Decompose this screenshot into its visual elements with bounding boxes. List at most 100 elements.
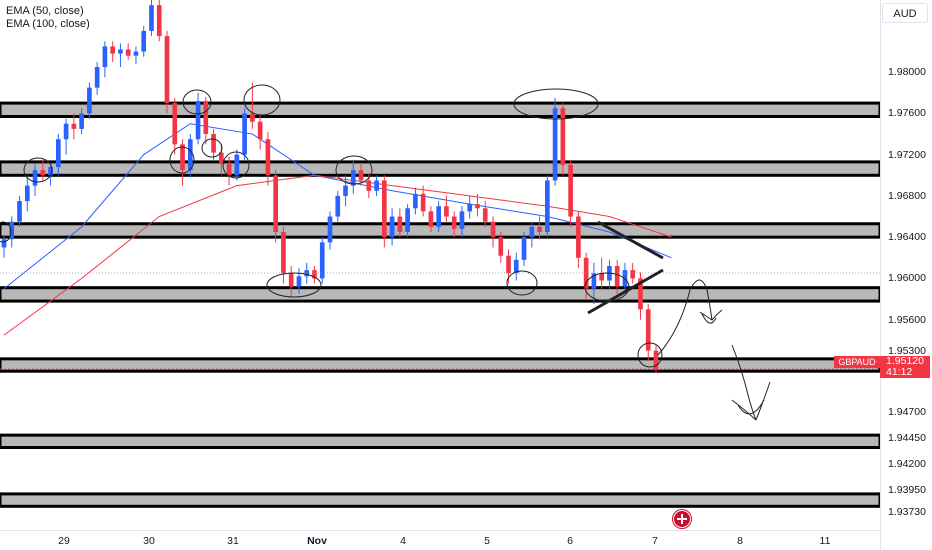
price-tick-label: 1.96000 xyxy=(888,272,926,285)
time-tick-label: 4 xyxy=(400,535,406,547)
candle xyxy=(498,232,504,263)
candle-body xyxy=(583,257,589,289)
candle xyxy=(521,232,527,267)
candle xyxy=(358,162,364,186)
candle-body xyxy=(482,208,488,222)
legend-ema100[interactable]: EMA (100, close) xyxy=(6,18,90,30)
candle xyxy=(343,175,348,207)
candle-body xyxy=(413,193,418,209)
candle-body xyxy=(149,5,154,31)
candle xyxy=(226,156,232,186)
candle xyxy=(187,134,193,178)
time-axis-border xyxy=(0,530,880,531)
candle-body xyxy=(141,30,147,52)
candle xyxy=(529,221,535,248)
time-tick-label: 30 xyxy=(143,535,155,547)
candle-body xyxy=(513,259,519,274)
candle xyxy=(436,201,441,233)
candle xyxy=(180,139,185,186)
candle-body xyxy=(180,144,185,171)
candle-body xyxy=(475,204,480,209)
candle-body xyxy=(638,278,643,310)
zone-band xyxy=(0,101,880,119)
candle xyxy=(560,103,566,176)
candle xyxy=(40,159,46,181)
candle-body xyxy=(560,108,566,165)
currency-button[interactable]: AUD xyxy=(882,3,928,23)
candle xyxy=(102,41,108,78)
candle-body xyxy=(102,46,108,68)
candle xyxy=(420,185,426,217)
candle xyxy=(265,131,271,186)
candle xyxy=(327,211,333,250)
zone-band xyxy=(0,433,880,450)
annotation-circle xyxy=(506,270,538,296)
uk-flag-event-icon[interactable] xyxy=(673,510,691,528)
candle-body xyxy=(118,49,123,54)
candle-body xyxy=(529,226,535,238)
candle-body xyxy=(568,164,573,217)
time-tick-label: 6 xyxy=(567,535,573,547)
time-tick-label: 8 xyxy=(737,535,743,547)
candle-body xyxy=(234,154,240,176)
candle-body xyxy=(521,237,527,260)
candle xyxy=(475,193,480,217)
annotation-circle xyxy=(266,272,322,298)
candle xyxy=(195,92,201,145)
candle-body xyxy=(211,134,216,153)
candle xyxy=(374,175,379,196)
time-tick-label: Nov xyxy=(307,535,327,547)
candle-body xyxy=(156,5,162,37)
zone-band xyxy=(0,286,880,303)
candle xyxy=(257,113,263,150)
candle xyxy=(397,208,403,238)
candle-body xyxy=(382,180,387,238)
candle-body xyxy=(374,180,379,191)
candle xyxy=(17,195,22,227)
price-chart[interactable] xyxy=(0,0,880,530)
candle-body xyxy=(32,170,38,186)
annotation-circle xyxy=(182,89,212,115)
candle xyxy=(32,162,38,196)
candle xyxy=(444,195,449,222)
bar-countdown: 41:12 xyxy=(886,366,913,378)
candle xyxy=(9,216,15,248)
candle-body xyxy=(459,211,465,229)
candle-body xyxy=(24,185,30,202)
candle-body xyxy=(498,237,504,256)
candle xyxy=(382,175,387,248)
price-tick-label: 1.93730 xyxy=(888,506,926,519)
candle xyxy=(71,113,77,140)
candle xyxy=(413,187,418,215)
candle xyxy=(118,43,123,68)
candle-body xyxy=(281,232,286,274)
price-tick-label: 1.97200 xyxy=(888,148,926,161)
triangle-line-upper xyxy=(597,220,664,260)
candle-body xyxy=(56,139,61,168)
price-tick-label: 1.97600 xyxy=(888,107,926,120)
candle-body xyxy=(490,221,496,238)
candle-body xyxy=(164,36,170,104)
candle-body xyxy=(537,226,542,233)
hand-drawn-annotations xyxy=(0,84,771,421)
time-tick-label: 31 xyxy=(227,535,239,547)
candle-body xyxy=(187,139,193,171)
candle-body xyxy=(203,101,209,135)
candle-body xyxy=(428,211,434,227)
legend-ema50[interactable]: EMA (50, close) xyxy=(6,5,84,17)
candle-body xyxy=(576,216,581,258)
candle-body xyxy=(40,170,46,176)
candle-body xyxy=(335,195,341,217)
candle xyxy=(125,43,131,60)
price-tick-label: 1.95300 xyxy=(888,344,926,357)
candle-body xyxy=(420,193,426,212)
candle xyxy=(172,97,178,155)
candle xyxy=(250,82,255,129)
candle-body xyxy=(195,101,201,140)
candle-body xyxy=(319,242,325,279)
candle-body xyxy=(343,185,348,196)
candle-body xyxy=(444,206,449,217)
annotation-circle xyxy=(335,155,373,185)
candle xyxy=(133,46,139,64)
candle xyxy=(94,61,100,95)
